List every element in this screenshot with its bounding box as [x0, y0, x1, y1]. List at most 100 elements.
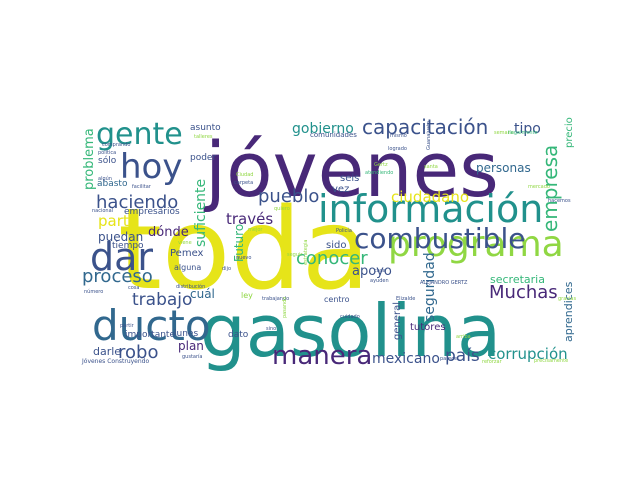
word-6: dar — [90, 235, 153, 279]
word-71: Policía — [336, 227, 352, 234]
word-78: algún — [98, 175, 112, 182]
word-28: gobierno — [292, 121, 354, 137]
word-59: centro — [324, 295, 350, 304]
word-18: robo — [118, 342, 158, 363]
word-27: suficiente — [193, 179, 209, 247]
word-10: manera — [272, 341, 372, 371]
word-42: general — [392, 302, 403, 340]
word-50: abasto — [97, 179, 128, 189]
word-91: nacional — [92, 208, 113, 214]
word-51: sólo — [98, 155, 117, 166]
word-73: nuevo — [236, 255, 251, 261]
word-21: parte — [98, 212, 138, 230]
word-90: estrategia — [303, 240, 309, 265]
word-88: precisamente — [534, 358, 568, 364]
word-93: logrado — [388, 146, 407, 152]
word-45: vez — [332, 184, 349, 195]
word-80: Ciudad — [236, 172, 253, 178]
word-54: lunes — [174, 329, 198, 339]
word-81: atendiendo — [365, 170, 393, 176]
word-102: pasando — [282, 297, 288, 318]
word-46: seis — [340, 173, 359, 184]
word-67: trabajando — [262, 296, 289, 302]
word-61: Jóvenes Construyendo — [81, 358, 149, 365]
word-36: Futuro — [232, 224, 246, 262]
word-4: ducto — [92, 301, 211, 350]
word-38: personas — [476, 161, 531, 175]
word-58: ley — [241, 291, 253, 300]
word-99: santa — [424, 164, 438, 170]
word-13: haciendo — [96, 192, 178, 213]
word-74: dijo — [222, 266, 231, 272]
word-35: plan — [178, 339, 204, 353]
word-56: dato — [228, 330, 249, 340]
word-89: parece — [440, 356, 457, 362]
word-37: cuál — [190, 287, 215, 301]
word-49: empresarios — [124, 207, 180, 217]
word-75: partir — [120, 323, 135, 329]
word-22: través — [226, 210, 273, 228]
word-104: arriba — [456, 334, 471, 340]
word-17: Muchas — [489, 282, 558, 303]
word-12: empresa — [538, 145, 562, 232]
word-7: combustible — [354, 222, 525, 255]
word-23: país — [445, 346, 480, 366]
word-87: reforzar — [482, 359, 503, 365]
word-65: número — [84, 288, 103, 295]
word-103: gracias — [558, 296, 576, 302]
word-1: jóvenes — [203, 125, 499, 214]
word-62: ALEJANDRO GERTZ — [420, 280, 468, 286]
word-101: Elizalde — [396, 296, 415, 302]
word-77: política — [98, 149, 116, 156]
word-97: mercado — [528, 184, 550, 190]
word-66: distribución — [176, 283, 205, 290]
word-11: capacitación — [362, 115, 488, 139]
word-95: semana — [494, 130, 514, 136]
word-39: secretaria — [490, 273, 545, 286]
word-64: cosa — [128, 285, 139, 291]
word-8: hoy — [120, 147, 182, 187]
word-63: gustaría — [182, 353, 202, 360]
word-92: casa — [374, 268, 385, 274]
word-48: tiempo — [112, 241, 144, 251]
word-105: quiero — [274, 206, 290, 212]
word-9: gente — [96, 117, 183, 152]
word-52: poder — [190, 153, 216, 163]
word-86: mejor — [248, 227, 263, 233]
word-20: ciudadano — [391, 188, 469, 206]
word-44: sido — [326, 240, 346, 251]
word-2: gasolina — [200, 289, 501, 373]
word-29: tipo — [514, 121, 541, 137]
word-30: problema — [82, 128, 97, 190]
word-33: puedan — [98, 230, 143, 244]
word-72: cuidado — [340, 314, 360, 320]
word-3: información — [318, 187, 543, 231]
word-55: importante — [125, 330, 175, 340]
word-14: pueblo — [258, 186, 319, 207]
word-68: ayuden — [370, 278, 389, 284]
word-85: seguir — [287, 252, 303, 258]
word-57: alguna — [174, 263, 201, 272]
word-31: dónde — [148, 225, 189, 240]
word-5: programa — [388, 224, 564, 265]
word-25: mexicano — [372, 351, 440, 367]
word-100: facilitar — [132, 184, 152, 190]
word-0: toda — [118, 185, 370, 315]
word-15: proceso — [82, 266, 153, 287]
word-47: Pemex — [170, 248, 204, 259]
word-53: asunto — [190, 123, 221, 133]
word-98: viene — [178, 240, 192, 246]
word-16: conocer — [296, 248, 368, 269]
word-34: darle — [93, 345, 121, 358]
word-43: tutores — [410, 322, 446, 333]
word-96: ilegalmente — [508, 130, 538, 136]
word-60: comunidades — [310, 131, 357, 139]
word-26: seguridad — [422, 252, 438, 322]
word-79: talleres — [194, 134, 213, 140]
word-94: Guanajuato — [426, 121, 432, 150]
word-83: Gertz — [374, 162, 388, 168]
word-84: sino — [266, 326, 276, 332]
word-19: trabajo — [132, 290, 192, 310]
